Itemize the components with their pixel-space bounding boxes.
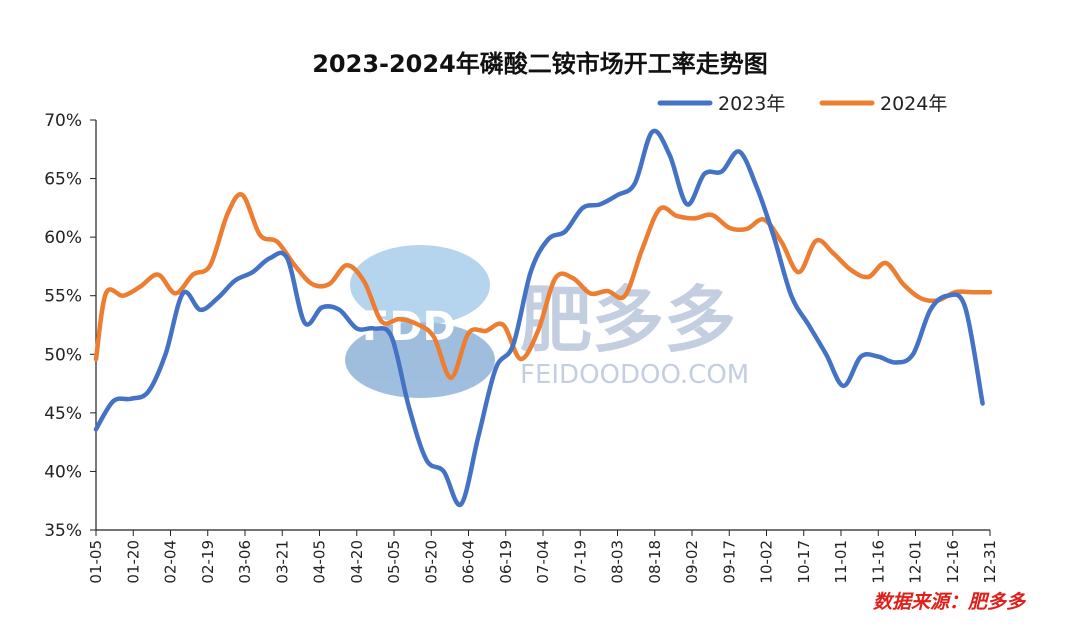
- watermark-url-text: FEIDOODOO.COM: [520, 360, 749, 390]
- x-tick-label: 11-01: [832, 540, 850, 584]
- series-line-2024年: [93, 192, 993, 380]
- x-tick-label: 02-19: [199, 540, 217, 584]
- x-axis: 01-05 01-20 02-04 02-19 03-06 03-21 04-05 04-20…: [87, 529, 999, 584]
- x-tick-label: 12-01: [907, 540, 925, 584]
- y-tick-label: 50%: [44, 345, 82, 365]
- watermark-logo-leaf-top: [350, 245, 490, 325]
- x-tick-label: 01-05: [87, 540, 105, 584]
- x-tick-label: 01-20: [124, 540, 142, 584]
- x-tick-label: 04-20: [348, 540, 366, 584]
- y-tick-label: 65%: [44, 170, 82, 190]
- y-tick-label: 70%: [44, 111, 82, 131]
- x-tick-label: 03-21: [273, 540, 291, 584]
- x-tick-label: 06-19: [497, 540, 515, 584]
- series-layer: [93, 128, 993, 508]
- watermark-logo-leaf-bottom: [345, 322, 495, 398]
- x-tick-label: 08-18: [646, 540, 664, 584]
- y-axis: 35% 40% 45% 50% 55% 60% 65% 70%: [44, 111, 97, 541]
- y-tick-label: 60%: [44, 228, 82, 248]
- x-tick-label: 12-16: [944, 540, 962, 584]
- series-line-2023年: [93, 128, 985, 508]
- x-tick-label: 11-16: [869, 540, 887, 584]
- x-tick-label: 09-17: [720, 540, 738, 584]
- y-tick-label: 40%: [44, 462, 82, 482]
- x-tick-label: 07-19: [571, 540, 589, 584]
- source-note: 数据来源：肥多多: [873, 591, 1027, 613]
- x-tick-label: 03-06: [236, 540, 254, 584]
- x-tick-label: 05-05: [385, 540, 403, 584]
- x-tick-label: 06-04: [460, 540, 478, 584]
- x-tick-label: 04-05: [311, 540, 329, 584]
- x-tick-label: 05-20: [422, 540, 440, 584]
- x-tick-label: 08-03: [609, 540, 627, 584]
- x-tick-label: 02-04: [162, 540, 180, 584]
- legend-label: 2023年: [718, 93, 785, 115]
- x-tick-label: 07-04: [534, 540, 552, 584]
- x-tick-label: 10-02: [758, 540, 776, 584]
- legend-label: 2024年: [880, 93, 947, 115]
- y-tick-label: 45%: [44, 404, 82, 424]
- legend: 2023年 2024年: [657, 93, 947, 115]
- y-tick-label: 35%: [44, 521, 82, 541]
- y-tick-label: 55%: [44, 287, 82, 307]
- watermark: FDD 肥多多 FEIDOODOO.COM: [345, 245, 749, 398]
- x-tick-label: 12-31: [981, 540, 999, 584]
- chart-title: 2023-2024年磷酸二铵市场开工率走势图: [312, 50, 768, 78]
- x-tick-label: 10-17: [795, 540, 813, 584]
- x-tick-label: 09-02: [683, 540, 701, 584]
